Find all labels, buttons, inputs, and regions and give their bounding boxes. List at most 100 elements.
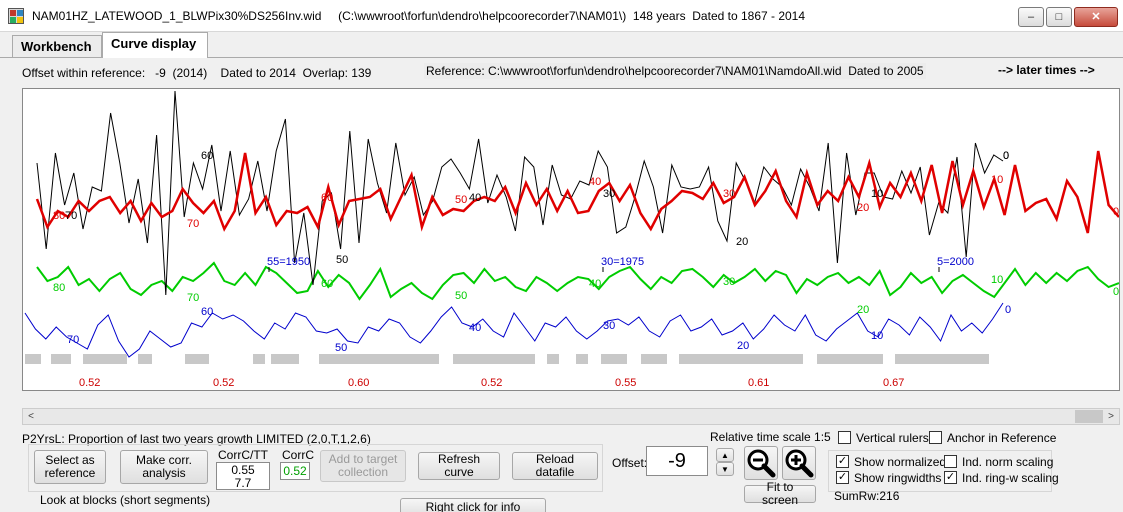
black-series-label: 0 bbox=[1003, 150, 1009, 162]
app-icon bbox=[8, 8, 24, 24]
blue-series-label: 10 bbox=[871, 330, 883, 342]
year-marker-label: 5=2000 bbox=[937, 256, 974, 268]
blue-series-label: 0 bbox=[1005, 304, 1011, 316]
red-series-label: 50 bbox=[455, 194, 467, 206]
red-series-label: 60 bbox=[321, 192, 333, 204]
scroll-right-icon[interactable]: > bbox=[1108, 411, 1114, 422]
anchor-reference-label: Anchor in Reference bbox=[947, 431, 1057, 445]
corrc-tt-value: 0.55 7.7 bbox=[216, 462, 270, 490]
blue-series-label: 40 bbox=[469, 322, 481, 334]
red-series-label: 40 bbox=[589, 176, 601, 188]
red-series-label: 10 bbox=[991, 174, 1003, 186]
black-series-label: 0 bbox=[1003, 150, 1009, 162]
display-options-group bbox=[828, 450, 1052, 492]
green-series-label: 50 bbox=[455, 290, 467, 302]
block-correlation-label: 0.55 bbox=[615, 377, 636, 389]
black-series-label: 70 bbox=[65, 210, 77, 222]
block-correlation-label: 0.52 bbox=[79, 377, 100, 389]
make-corr-analysis-button[interactable]: Make corr. analysis bbox=[120, 450, 208, 484]
reference-info: Reference: C:\wwwroot\forfun\dendro\help… bbox=[424, 63, 926, 79]
black-series-line bbox=[36, 90, 1004, 296]
block-segment-bar bbox=[253, 354, 265, 364]
red-series-label: 70 bbox=[187, 218, 199, 230]
black-series-label: 50 bbox=[336, 254, 348, 266]
later-times-button[interactable]: --> later times --> bbox=[998, 63, 1095, 77]
red-series-line bbox=[35, 150, 1119, 234]
black-series-label: 60 bbox=[201, 150, 213, 162]
block-bars bbox=[25, 354, 989, 364]
green-series-label: 70 bbox=[187, 292, 199, 304]
show-normalized-checkbox[interactable]: ✓ bbox=[836, 455, 849, 468]
block-correlation-label: 0.60 bbox=[348, 377, 369, 389]
horizontal-scrollbar[interactable]: < > bbox=[22, 408, 1120, 425]
block-segment-bar bbox=[547, 354, 559, 364]
offset-input[interactable]: -9 bbox=[646, 446, 708, 476]
year-marker-label: 30=1975 bbox=[601, 256, 644, 268]
select-reference-button[interactable]: Select as reference bbox=[34, 450, 106, 484]
show-normalized-label: Show normalized bbox=[854, 455, 947, 469]
block-segment-bar bbox=[138, 354, 152, 364]
red-series-label: 30 bbox=[723, 188, 735, 200]
blue-series-label: 50 bbox=[335, 342, 347, 354]
corrc-tt-label: CorrC/TT bbox=[218, 448, 268, 462]
corrc-tt-value-1: 0.55 bbox=[231, 463, 255, 477]
show-ringwidths-checkbox[interactable]: ✓ bbox=[836, 471, 849, 484]
maximize-button[interactable]: □ bbox=[1046, 7, 1072, 27]
analysis-group bbox=[28, 444, 603, 492]
curve-chart[interactable]: 70 60 50 40 30 20 10 0 0 80 70 60 50 40 30 20 10 0 80 70 60 5… bbox=[22, 88, 1120, 391]
offset-up-icon[interactable]: ▲ bbox=[716, 448, 734, 462]
green-series-label: 30 bbox=[723, 276, 735, 288]
black-series-label: 10 bbox=[871, 188, 883, 200]
green-series-label: 20 bbox=[857, 304, 869, 316]
green-series-line bbox=[36, 261, 1119, 301]
ind-norm-scaling-checkbox[interactable] bbox=[944, 455, 957, 468]
reload-datafile-button[interactable]: Reload datafile bbox=[512, 452, 598, 480]
offset-down-icon[interactable]: ▼ bbox=[716, 462, 734, 476]
blue-series-label: 60 bbox=[201, 306, 213, 318]
block-segment-bar bbox=[679, 354, 803, 364]
minimize-button[interactable]: – bbox=[1018, 7, 1044, 27]
block-segment-bar bbox=[271, 354, 299, 364]
tab-workbench[interactable]: Workbench bbox=[12, 35, 102, 57]
close-button[interactable]: ✕ bbox=[1074, 7, 1118, 27]
block-segment-bar bbox=[601, 354, 627, 364]
anchor-reference-checkbox[interactable] bbox=[929, 431, 942, 444]
add-to-target-button[interactable]: Add to target collection bbox=[320, 450, 406, 482]
look-at-blocks-group: Look at blocks (short segments) bbox=[38, 493, 213, 507]
corrc-tt-value-2: 7.7 bbox=[234, 476, 252, 490]
block-segment-bar bbox=[83, 354, 127, 364]
relative-time-scale: Relative time scale 1:5 bbox=[710, 430, 831, 444]
block-correlation-label: 0.67 bbox=[883, 377, 904, 389]
blue-series-line bbox=[24, 302, 1004, 358]
year-marker-label: 55=1950 bbox=[267, 256, 310, 268]
red-series-label: 0 bbox=[1113, 206, 1119, 218]
block-correlation-label: 0.52 bbox=[481, 377, 502, 389]
ind-ringw-scaling-label: Ind. ring-w scaling bbox=[962, 471, 1059, 485]
block-segment-bar bbox=[25, 354, 41, 364]
right-click-info-button[interactable]: Right click for info bbox=[400, 498, 546, 512]
green-series-label: 10 bbox=[991, 274, 1003, 286]
red-series-label: 80 bbox=[53, 210, 65, 222]
black-series-label: 20 bbox=[736, 236, 748, 248]
scroll-left-icon[interactable]: < bbox=[28, 411, 34, 422]
tab-curve-display[interactable]: Curve display bbox=[102, 32, 208, 58]
green-series-label: 40 bbox=[589, 278, 601, 290]
scroll-thumb[interactable] bbox=[1075, 410, 1103, 423]
offset-info: Offset within reference: -9 (2014) Dated… bbox=[22, 66, 372, 80]
zoom-out-icon bbox=[747, 449, 776, 478]
fit-to-screen-button[interactable]: Fit to screen bbox=[744, 481, 816, 507]
blue-series-label: 70 bbox=[67, 334, 79, 346]
tab-strip: Workbench Curve display bbox=[0, 32, 1123, 58]
blue-series-label: 20 bbox=[737, 340, 749, 352]
zoom-in-button[interactable] bbox=[782, 446, 816, 480]
title-bar: NAM01HZ_LATEWOOD_1_BLWPix30%DS256Inv.wid… bbox=[0, 0, 1123, 32]
blue-series-label: 30 bbox=[603, 320, 615, 332]
vertical-rulers-checkbox[interactable] bbox=[838, 431, 851, 444]
black-series-label: 30 bbox=[603, 188, 615, 200]
block-segment-bar bbox=[576, 354, 588, 364]
zoom-out-button[interactable] bbox=[744, 446, 778, 480]
refresh-curve-button[interactable]: Refresh curve bbox=[418, 452, 500, 480]
ind-ringw-scaling-checkbox[interactable]: ✓ bbox=[944, 471, 957, 484]
